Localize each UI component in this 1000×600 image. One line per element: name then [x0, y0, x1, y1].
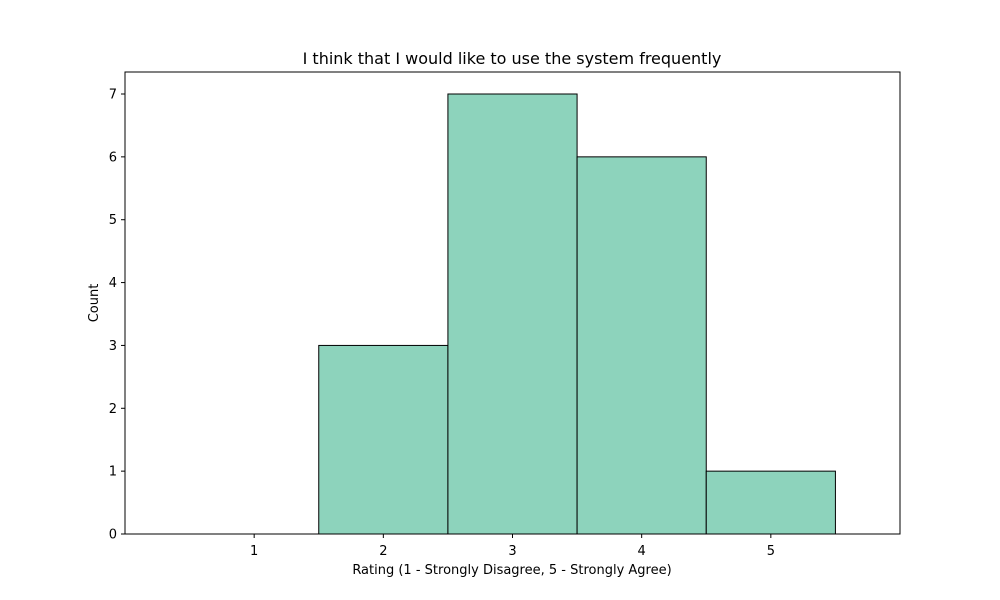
bar-rating-5 — [705, 470, 836, 535]
y-tick-label: 2 — [109, 402, 117, 417]
y-axis: 0 1 2 3 4 5 6 7 — [109, 88, 125, 543]
y-tick-label: 7 — [109, 88, 117, 103]
y-tick-label: 1 — [109, 465, 117, 480]
bars-layer — [318, 93, 836, 535]
chart-title: I think that I would like to use the sys… — [303, 49, 722, 68]
y-tick-label: 0 — [109, 528, 117, 543]
y-tick-label: 5 — [109, 213, 117, 228]
x-tick-label: 5 — [767, 544, 775, 559]
y-tick-label: 3 — [109, 339, 117, 354]
bar-rating-4 — [576, 156, 707, 535]
x-axis: 1 2 3 4 5 — [250, 534, 775, 559]
y-tick-label: 6 — [109, 150, 117, 165]
x-tick-label: 3 — [508, 544, 516, 559]
bar-rating-2 — [318, 344, 449, 535]
x-tick-label: 2 — [379, 544, 387, 559]
x-tick-label: 4 — [638, 544, 646, 559]
bar-rating-3 — [447, 93, 578, 535]
x-axis-label: Rating (1 - Strongly Disagree, 5 - Stron… — [352, 563, 671, 578]
y-tick-label: 4 — [109, 276, 117, 291]
y-axis-label: Count — [87, 284, 102, 323]
x-tick-label: 1 — [250, 544, 258, 559]
